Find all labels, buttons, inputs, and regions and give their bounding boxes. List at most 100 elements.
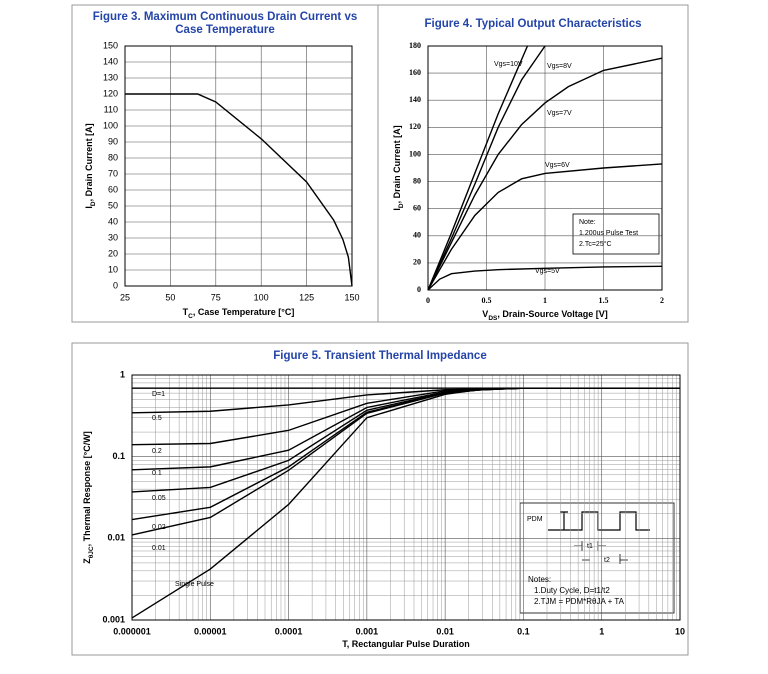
y-tick-label: 120 xyxy=(409,122,421,131)
label-part: , Thermal Response [°C/W] xyxy=(82,431,92,546)
y-tick-label: 20 xyxy=(413,258,421,267)
x-tick-label: 10 xyxy=(675,626,685,636)
y-axis-label: ID, Drain Current [A] xyxy=(392,125,405,210)
note-text: 2.Tc=25°C xyxy=(579,240,612,248)
note-text: 1.200us Pulse Test xyxy=(579,230,638,237)
label-part: , Case Temperature [°C] xyxy=(193,307,294,317)
y-tick-label: 80 xyxy=(413,176,421,185)
x-axis-label: TC, Case Temperature [°C] xyxy=(183,307,295,320)
series-label: 0.05 xyxy=(152,495,166,502)
series-label: D=1 xyxy=(152,391,165,398)
label-part: , Drain-Source Voltage [V] xyxy=(497,309,607,319)
x-tick-label: 0.00001 xyxy=(194,626,227,636)
chart-title: Figure 5. Transient Thermal Impedance xyxy=(273,350,486,362)
data-line xyxy=(131,387,680,521)
chart-title: Figure 4. Typical Output Characteristics xyxy=(424,18,641,30)
data-line xyxy=(131,387,680,446)
y-tick-label: 0 xyxy=(113,280,118,290)
label-part: D xyxy=(398,203,405,208)
y-tick-label: 140 xyxy=(103,56,118,66)
chart-title: Figure 3. Maximum Continuous Drain Curre… xyxy=(93,11,358,23)
inset-label: t2 xyxy=(604,557,610,564)
y-tick-label: 110 xyxy=(104,104,118,114)
x-tick-label: 50 xyxy=(165,292,175,302)
x-tick-label: 100 xyxy=(254,292,269,302)
y-tick-label: 0.1 xyxy=(112,451,125,461)
y-tick-label: 140 xyxy=(409,95,421,104)
y-axis-label: ID, Drain Current [A] xyxy=(84,123,97,208)
y-axis-label: ZθJC, Thermal Response [°C/W] xyxy=(82,431,95,563)
y-tick-label: 120 xyxy=(103,88,118,98)
x-tick-label: 2 xyxy=(660,296,664,305)
x-tick-label: 75 xyxy=(211,292,221,302)
data-line xyxy=(131,387,680,471)
y-tick-label: 130 xyxy=(103,72,118,82)
label-part: T, Rectangular Pulse Duration xyxy=(342,639,470,649)
y-tick-label: 60 xyxy=(108,184,118,194)
series-label: Vgs=6V xyxy=(545,162,570,169)
inset-label: PDM xyxy=(527,516,543,523)
y-tick-label: 180 xyxy=(409,41,421,50)
note-text: Note: xyxy=(579,219,596,226)
x-tick-label: 0.001 xyxy=(356,626,379,636)
plot-frame xyxy=(131,374,681,621)
y-tick-label: 60 xyxy=(413,203,421,212)
y-tick-label: 40 xyxy=(413,231,421,240)
label-part: , Drain Current [A] xyxy=(84,123,94,201)
label-part: C xyxy=(188,313,193,320)
series-label: 0.01 xyxy=(152,545,166,552)
label-part: , Drain Current [A] xyxy=(392,125,402,203)
inset-note: 1.Duty Cycle, D=t1/t2 xyxy=(534,586,610,595)
y-tick-label: 100 xyxy=(103,120,118,130)
y-tick-label: 0.01 xyxy=(107,533,125,543)
label-part: θJC xyxy=(88,546,95,558)
data-line xyxy=(427,45,546,291)
y-tick-label: 30 xyxy=(108,232,118,242)
y-tick-label: 40 xyxy=(108,216,118,226)
panel xyxy=(377,4,689,323)
y-tick-label: 0.001 xyxy=(102,614,125,624)
y-tick-label: 90 xyxy=(108,136,118,146)
x-tick-label: 0.0001 xyxy=(275,626,303,636)
series-label: 0.02 xyxy=(152,524,166,531)
chart-title: Case Temperature xyxy=(175,24,275,36)
y-tick-label: 0 xyxy=(417,285,421,294)
x-tick-label: 125 xyxy=(299,292,314,302)
y-tick-label: 70 xyxy=(108,168,118,178)
y-tick-label: 20 xyxy=(108,248,118,258)
series-label: Single Pulse xyxy=(175,581,214,588)
y-tick-label: 150 xyxy=(103,40,118,50)
plot-frame xyxy=(124,45,353,287)
panel xyxy=(71,342,689,656)
data-line xyxy=(125,93,353,287)
x-tick-label: 0 xyxy=(426,296,430,305)
x-tick-label: 0.1 xyxy=(517,626,530,636)
x-axis-label: T, Rectangular Pulse Duration xyxy=(342,639,470,649)
inset-label: t1 xyxy=(587,543,593,550)
x-tick-label: 0.000001 xyxy=(113,626,151,636)
y-tick-label: 160 xyxy=(409,68,421,77)
x-tick-label: 0.01 xyxy=(436,626,454,636)
inset-note: 2.TJM = PDM*RθJA + TA xyxy=(534,597,625,606)
data-line xyxy=(427,265,663,291)
series-label: Vgs=5V xyxy=(535,268,560,275)
label-part: I xyxy=(392,208,402,211)
y-tick-label: 100 xyxy=(409,149,421,158)
label-part: Z xyxy=(82,558,92,564)
series-label: 0.2 xyxy=(152,448,162,455)
data-line xyxy=(427,163,663,291)
label-part: V xyxy=(482,309,488,319)
y-tick-label: 50 xyxy=(108,200,118,210)
series-label: Vgs=7V xyxy=(547,110,572,117)
label-part: DS xyxy=(488,315,498,322)
data-line xyxy=(131,387,680,414)
series-label: Vgs=8V xyxy=(547,63,572,70)
y-tick-label: 80 xyxy=(108,152,118,162)
panel xyxy=(71,4,379,323)
x-tick-label: 0.5 xyxy=(482,296,492,305)
x-tick-label: 25 xyxy=(120,292,130,302)
inset-note: Notes: xyxy=(528,575,551,584)
x-axis-label: VDS, Drain-Source Voltage [V] xyxy=(482,309,607,322)
pulse-diagram xyxy=(548,511,650,531)
